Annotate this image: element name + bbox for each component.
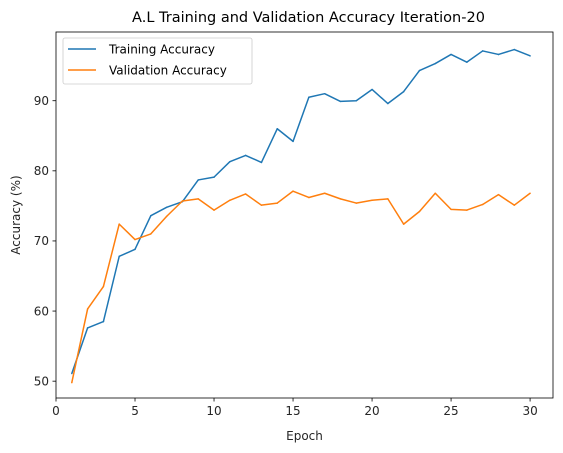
data-point-0-5 bbox=[150, 214, 152, 217]
data-point-0-18 bbox=[355, 99, 357, 102]
data-point-1-2 bbox=[102, 285, 105, 288]
data-point-1-29 bbox=[529, 192, 531, 195]
legend-label-training: Training Accuracy bbox=[108, 43, 215, 57]
chart-title: A.L Training and Validation Accuracy Ite… bbox=[132, 10, 485, 26]
data-point-1-9 bbox=[213, 209, 215, 211]
data-point-0-12 bbox=[260, 161, 263, 164]
data-point-0-14 bbox=[292, 140, 294, 143]
x-tick-label: 20 bbox=[364, 404, 379, 418]
data-point-0-1 bbox=[86, 327, 89, 329]
data-point-0-19 bbox=[371, 88, 373, 91]
data-point-0-3 bbox=[118, 255, 120, 258]
data-point-0-28 bbox=[513, 48, 516, 51]
x-tick-label: 15 bbox=[285, 404, 300, 418]
y-tick-label: 50 bbox=[34, 374, 49, 388]
series-line-1 bbox=[71, 190, 531, 383]
data-point-0-22 bbox=[418, 69, 421, 72]
legend-label-validation: Validation Accuracy bbox=[109, 64, 227, 78]
data-point-1-18 bbox=[355, 202, 357, 204]
data-point-0-16 bbox=[323, 92, 326, 95]
data-point-1-11 bbox=[244, 193, 247, 195]
y-axis-ticks: 50 60 70 80 90 bbox=[34, 94, 56, 388]
data-point-0-29 bbox=[529, 55, 531, 57]
data-point-0-27 bbox=[497, 53, 500, 56]
data-point-0-21 bbox=[402, 90, 405, 93]
y-axis-label: Accuracy (%) bbox=[9, 175, 23, 254]
x-tick-label: 5 bbox=[131, 404, 139, 418]
data-point-1-10 bbox=[229, 199, 231, 202]
legend-box bbox=[62, 37, 253, 85]
data-point-1-21 bbox=[402, 223, 405, 225]
data-point-1-16 bbox=[323, 192, 326, 195]
data-point-1-17 bbox=[339, 198, 342, 200]
data-point-0-11 bbox=[244, 154, 247, 157]
data-point-0-13 bbox=[276, 128, 278, 130]
data-point-0-24 bbox=[450, 53, 452, 56]
data-point-1-23 bbox=[434, 192, 437, 195]
data-point-0-0 bbox=[71, 372, 73, 375]
data-point-1-19 bbox=[371, 199, 373, 202]
data-point-0-25 bbox=[466, 61, 468, 63]
plot-area bbox=[56, 32, 553, 398]
data-point-1-5 bbox=[150, 233, 152, 235]
data-point-0-23 bbox=[434, 62, 437, 65]
x-tick-label: 10 bbox=[206, 404, 221, 418]
x-tick-label: 30 bbox=[522, 404, 537, 418]
y-tick-label: 70 bbox=[34, 234, 49, 248]
data-point-0-10 bbox=[229, 160, 231, 163]
x-axis-label: Epoch bbox=[286, 429, 323, 443]
data-point-0-26 bbox=[481, 50, 484, 52]
data-point-1-22 bbox=[418, 210, 421, 213]
data-point-1-13 bbox=[276, 202, 278, 204]
x-axis-ticks: 0 5 10 15 20 25 30 bbox=[52, 398, 538, 418]
data-point-0-20 bbox=[387, 102, 389, 105]
series-layer bbox=[71, 48, 531, 384]
data-point-1-27 bbox=[497, 193, 500, 196]
data-point-0-6 bbox=[165, 206, 168, 209]
data-point-0-9 bbox=[213, 176, 215, 178]
data-point-0-17 bbox=[339, 100, 342, 103]
series-line-0 bbox=[71, 48, 531, 374]
y-tick-label: 80 bbox=[34, 164, 49, 178]
y-tick-label: 90 bbox=[34, 94, 49, 108]
data-point-1-25 bbox=[466, 209, 468, 211]
data-point-1-1 bbox=[86, 308, 89, 310]
data-point-1-20 bbox=[387, 198, 389, 200]
data-point-1-14 bbox=[292, 190, 294, 192]
data-point-1-3 bbox=[118, 223, 120, 225]
x-tick-label: 0 bbox=[52, 404, 60, 418]
data-point-0-4 bbox=[134, 248, 136, 251]
data-point-1-28 bbox=[513, 204, 516, 206]
data-point-1-6 bbox=[165, 215, 168, 218]
data-point-0-15 bbox=[308, 96, 310, 98]
data-point-1-26 bbox=[481, 203, 484, 206]
data-point-1-4 bbox=[134, 238, 136, 241]
y-tick-label: 60 bbox=[34, 304, 49, 318]
data-point-1-0 bbox=[71, 381, 73, 384]
data-point-0-2 bbox=[102, 320, 105, 323]
data-point-1-15 bbox=[308, 196, 310, 199]
x-tick-label: 25 bbox=[443, 404, 458, 418]
legend: Training Accuracy Validation Accuracy bbox=[62, 37, 253, 85]
data-point-1-12 bbox=[260, 204, 263, 206]
data-point-0-8 bbox=[197, 179, 199, 181]
plot-frame bbox=[55, 31, 554, 399]
data-point-1-7 bbox=[181, 200, 184, 202]
data-point-1-8 bbox=[197, 198, 199, 200]
data-point-1-24 bbox=[450, 208, 452, 211]
